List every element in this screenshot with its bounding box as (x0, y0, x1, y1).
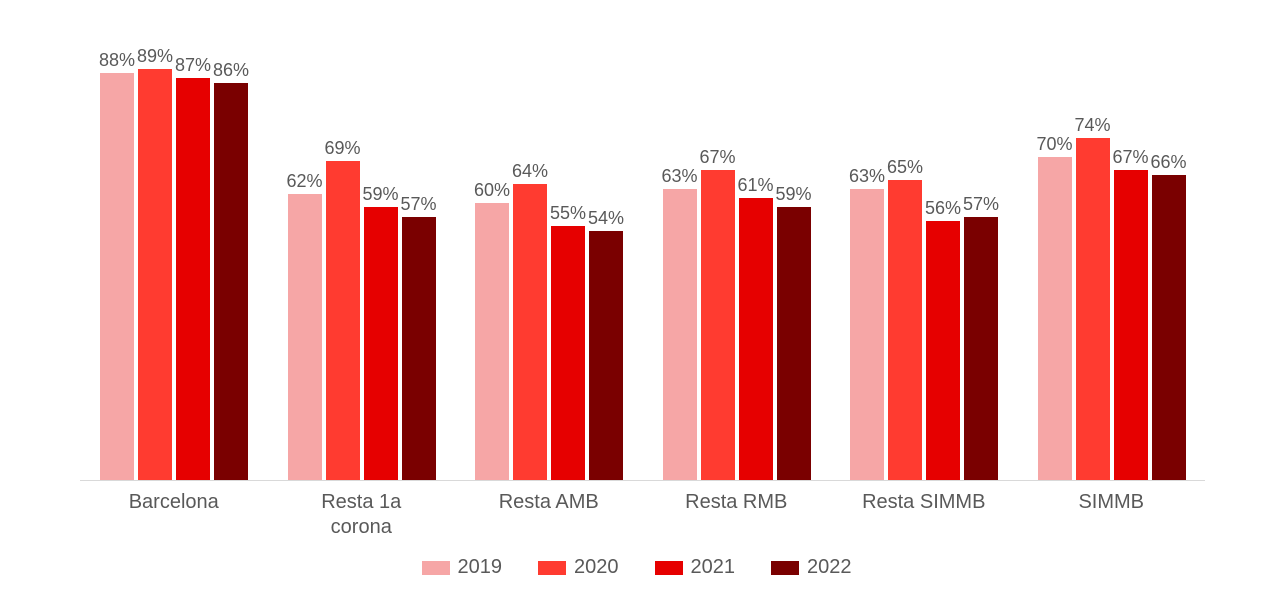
bar-value-label: 86% (201, 61, 261, 79)
bar-group: 63%67%61%59% (643, 18, 831, 480)
bar (701, 170, 735, 480)
bar-value-label: 57% (389, 195, 449, 213)
category-label: Resta AMB (455, 490, 643, 515)
category-label: Resta SIMMB (830, 490, 1018, 515)
legend-item: 2019 (422, 556, 503, 579)
bar (1152, 175, 1186, 480)
legend-label: 2022 (807, 556, 852, 579)
bar (589, 231, 623, 480)
category-axis-labels: BarcelonaResta 1acoronaResta AMBResta RM… (80, 490, 1205, 550)
category-label: Resta 1acorona (268, 490, 456, 540)
bar (964, 217, 998, 480)
bar (138, 69, 172, 480)
bar (1038, 157, 1072, 480)
legend-item: 2021 (655, 556, 736, 579)
bar (1114, 170, 1148, 480)
legend-swatch (655, 561, 683, 575)
bar (663, 189, 697, 480)
bar (551, 226, 585, 480)
bar (513, 184, 547, 480)
bar-value-label: 74% (1063, 116, 1123, 134)
bar (1076, 138, 1110, 480)
bar (100, 73, 134, 480)
bar-value-label: 64% (500, 162, 560, 180)
bar-value-label: 65% (875, 158, 935, 176)
bar-group: 62%69%59%57% (268, 18, 456, 480)
bar-value-label: 57% (951, 195, 1011, 213)
bar (739, 198, 773, 480)
legend-label: 2021 (691, 556, 736, 579)
bar (850, 189, 884, 480)
bar (926, 221, 960, 480)
bar-group: 88%89%87%86% (80, 18, 268, 480)
bar (326, 161, 360, 480)
bar-value-label: 54% (576, 209, 636, 227)
plot-area: 88%89%87%86%62%69%59%57%60%64%55%54%63%6… (80, 18, 1205, 481)
grouped-bar-chart: 88%89%87%86%62%69%59%57%60%64%55%54%63%6… (0, 0, 1273, 598)
bar (288, 194, 322, 480)
legend-swatch (771, 561, 799, 575)
bar-value-label: 59% (764, 185, 824, 203)
bar-value-label: 69% (313, 139, 373, 157)
legend-swatch (422, 561, 450, 575)
category-label: Barcelona (80, 490, 268, 515)
bar (777, 207, 811, 480)
legend-label: 2019 (458, 556, 503, 579)
bar-value-label: 66% (1139, 153, 1199, 171)
bar-value-label: 67% (688, 148, 748, 166)
legend-item: 2022 (771, 556, 852, 579)
legend: 2019 2020 2021 2022 (0, 556, 1273, 581)
category-label: Resta RMB (643, 490, 831, 515)
legend-swatch (538, 561, 566, 575)
bar (402, 217, 436, 480)
category-label: SIMMB (1018, 490, 1206, 515)
bar (364, 207, 398, 480)
bar-group: 70%74%67%66% (1018, 18, 1206, 480)
legend-item: 2020 (538, 556, 619, 579)
bar (176, 78, 210, 480)
bar-group: 63%65%56%57% (830, 18, 1018, 480)
bar (475, 203, 509, 480)
bar (888, 180, 922, 480)
legend-label: 2020 (574, 556, 619, 579)
bar-group: 60%64%55%54% (455, 18, 643, 480)
bar (214, 83, 248, 480)
